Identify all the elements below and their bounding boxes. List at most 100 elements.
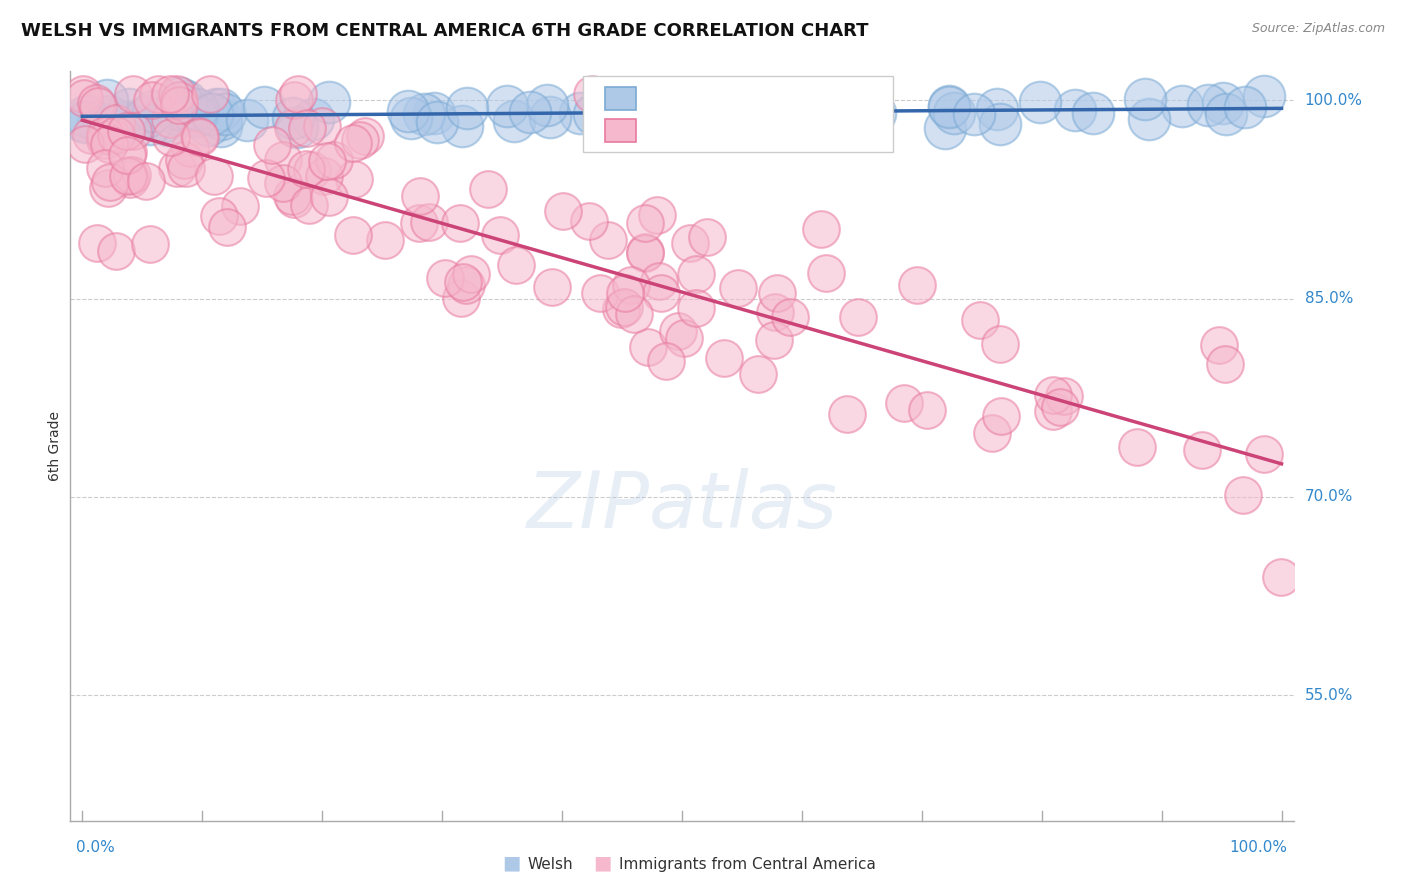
Point xyxy=(179,101,201,115)
Point xyxy=(105,115,128,129)
Point xyxy=(1125,441,1147,455)
Point xyxy=(1232,488,1254,502)
Point xyxy=(451,119,474,133)
Point xyxy=(609,302,631,317)
Point xyxy=(354,129,377,144)
Point xyxy=(98,137,121,152)
Point xyxy=(503,113,526,128)
Point xyxy=(200,87,222,101)
Point xyxy=(342,228,364,243)
Text: 55.0%: 55.0% xyxy=(1305,688,1353,703)
Point xyxy=(229,199,252,213)
Point xyxy=(73,136,96,151)
Point xyxy=(201,107,224,121)
Point xyxy=(214,107,236,121)
Point xyxy=(295,120,318,135)
Point xyxy=(655,353,678,368)
Point xyxy=(1253,447,1275,461)
Point xyxy=(645,208,668,222)
Point xyxy=(1042,388,1064,402)
Point xyxy=(569,106,592,120)
Point xyxy=(100,128,122,142)
Point xyxy=(122,124,145,138)
Point xyxy=(613,285,636,300)
Point xyxy=(588,286,610,301)
Point xyxy=(179,103,201,117)
Point xyxy=(637,340,659,354)
Text: 85.0%: 85.0% xyxy=(1305,291,1353,306)
Point xyxy=(75,115,97,129)
Point xyxy=(117,169,139,183)
Point xyxy=(905,278,928,293)
Point xyxy=(148,87,170,101)
Point xyxy=(859,113,882,128)
Point xyxy=(1170,99,1192,113)
Point xyxy=(139,237,162,252)
Text: R =  0.643    N=  82: R = 0.643 N= 82 xyxy=(644,89,844,107)
Point xyxy=(818,105,841,120)
Point xyxy=(488,227,510,242)
Point xyxy=(176,101,198,115)
Point xyxy=(87,99,110,113)
Point xyxy=(302,112,325,127)
Point xyxy=(114,123,136,137)
Point xyxy=(1191,442,1213,457)
Point xyxy=(84,96,107,111)
Point xyxy=(163,101,186,115)
Point xyxy=(672,331,695,345)
Point xyxy=(100,175,122,189)
Point xyxy=(318,190,340,204)
Point xyxy=(620,278,643,293)
Point xyxy=(97,180,120,194)
Point xyxy=(408,216,430,230)
Point xyxy=(318,95,340,109)
Point xyxy=(281,111,304,125)
Point xyxy=(118,102,141,116)
Point xyxy=(165,100,187,114)
Point xyxy=(425,115,447,129)
Point xyxy=(97,109,120,123)
Text: Immigrants from Central America: Immigrants from Central America xyxy=(619,857,876,872)
Point xyxy=(1133,92,1156,106)
Point xyxy=(765,286,787,301)
Point xyxy=(1042,403,1064,417)
Point xyxy=(1197,98,1219,112)
Point xyxy=(1234,100,1257,114)
Point xyxy=(100,128,122,143)
Point xyxy=(271,176,294,190)
Y-axis label: 6th Grade: 6th Grade xyxy=(48,411,62,481)
Point xyxy=(710,118,733,132)
Point xyxy=(938,99,960,113)
Point xyxy=(188,130,211,145)
Point xyxy=(633,246,655,260)
Point xyxy=(121,87,143,101)
Point xyxy=(863,106,886,120)
Point xyxy=(117,148,139,162)
Point xyxy=(153,114,176,128)
Point xyxy=(450,291,472,305)
Point xyxy=(236,112,259,127)
Point xyxy=(322,153,344,167)
Point xyxy=(693,108,716,122)
Point xyxy=(943,106,966,120)
Point xyxy=(582,107,605,121)
Point xyxy=(117,145,139,159)
Point xyxy=(1215,107,1237,121)
Point xyxy=(349,133,371,147)
Point xyxy=(685,301,707,315)
Point xyxy=(409,189,432,203)
Point xyxy=(988,118,1011,132)
Point xyxy=(187,129,209,144)
Text: 70.0%: 70.0% xyxy=(1305,490,1353,504)
Point xyxy=(846,310,869,324)
Text: WELSH VS IMMIGRANTS FROM CENTRAL AMERICA 6TH GRADE CORRELATION CHART: WELSH VS IMMIGRANTS FROM CENTRAL AMERICA… xyxy=(21,22,869,40)
Point xyxy=(165,103,187,118)
Point xyxy=(186,102,208,116)
Point xyxy=(496,99,519,113)
Point xyxy=(453,275,475,289)
Point xyxy=(117,117,139,131)
Point xyxy=(342,136,364,150)
Point xyxy=(810,222,832,236)
Point xyxy=(287,87,309,101)
Point xyxy=(156,119,179,133)
